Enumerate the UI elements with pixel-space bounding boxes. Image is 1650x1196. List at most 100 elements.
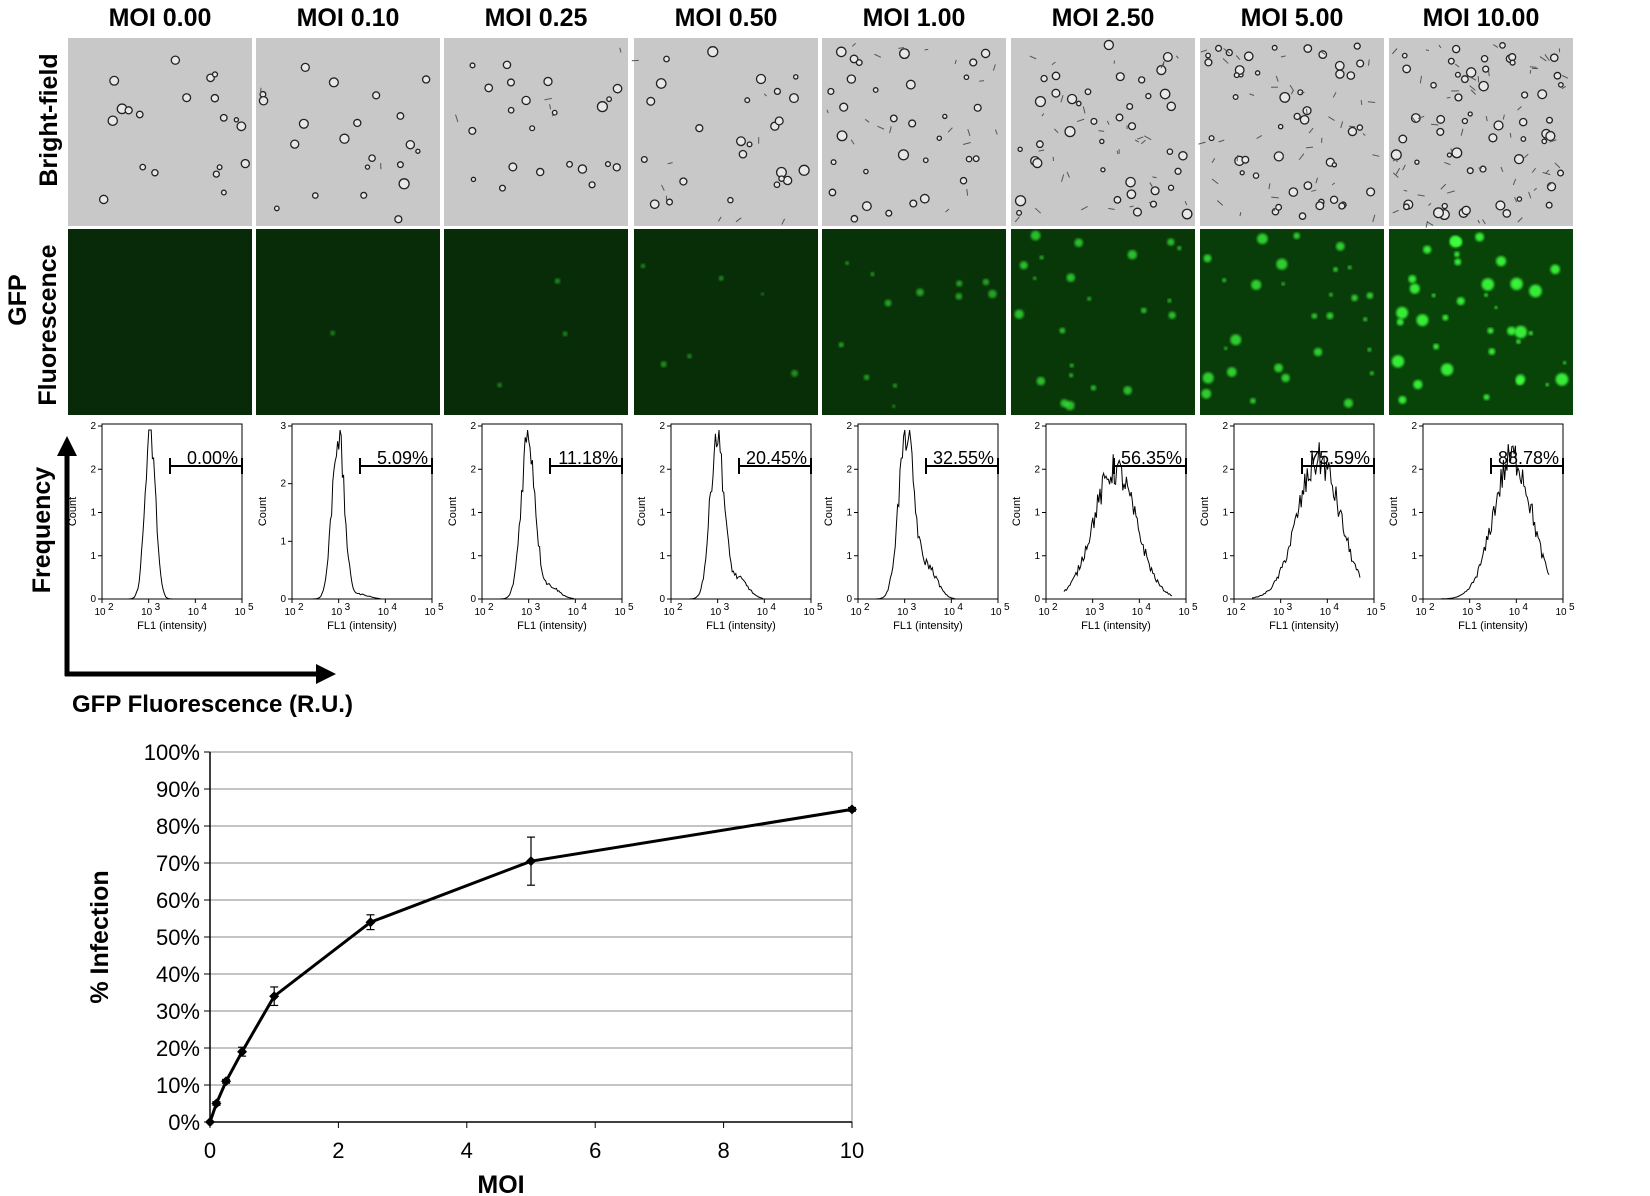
- debris-mark: [1438, 44, 1442, 49]
- debris-mark: [1469, 85, 1476, 91]
- chart-ytick-label: 10%: [156, 1073, 200, 1098]
- gfp-background: [68, 229, 252, 415]
- histogram-ytick-label: 2: [1034, 464, 1040, 475]
- cell-mark: [535, 167, 545, 177]
- cell-mark: [1356, 59, 1365, 68]
- gate-percentage: 88.78%: [1498, 448, 1559, 468]
- gfp-spot: [1250, 398, 1256, 404]
- histogram-xtick-exponent: 5: [817, 602, 823, 613]
- debris-mark: [1311, 189, 1317, 192]
- gfp-background: [634, 229, 818, 415]
- gfp-spot: [1367, 347, 1372, 352]
- gfp-spot: [1555, 373, 1569, 386]
- cell-mark: [1137, 76, 1146, 84]
- chart-y-axis-title: % Infection: [86, 870, 114, 1003]
- cell-mark: [151, 168, 159, 177]
- cell-mark: [507, 106, 515, 114]
- cell-mark: [233, 117, 240, 123]
- histogram-frame: [1233, 423, 1375, 600]
- histogram-xtick-exponent: 2: [488, 602, 494, 613]
- histogram-ylabel: Count: [636, 497, 648, 526]
- cell-mark: [1546, 182, 1557, 192]
- data-point: [205, 1117, 215, 1127]
- cell-mark: [773, 181, 781, 189]
- histogram-curve: [310, 429, 418, 600]
- cell-mark: [1347, 126, 1358, 137]
- gfp-spot: [687, 353, 692, 359]
- histogram-xtick-label: 10: [188, 607, 200, 618]
- cell-mark: [774, 116, 784, 126]
- gfp-spot: [1562, 361, 1567, 365]
- cell-mark: [835, 46, 847, 58]
- gfp-spot: [1066, 273, 1076, 282]
- brightfield-panel: [444, 38, 628, 226]
- gfp-spot: [1059, 327, 1066, 334]
- cell-mark: [468, 126, 477, 135]
- debris-mark: [1444, 161, 1451, 166]
- brightfield-panel: [631, 38, 818, 226]
- cell-mark: [1066, 93, 1078, 105]
- cell-mark: [695, 124, 704, 133]
- histogram-xtick-exponent: 3: [155, 602, 161, 613]
- data-point: [365, 917, 376, 928]
- debris-mark: [1029, 55, 1037, 60]
- debris-mark: [1440, 183, 1447, 190]
- gfp-spot: [1442, 314, 1449, 321]
- gfp-spot: [660, 361, 667, 368]
- cell-mark: [612, 163, 621, 172]
- debris-mark: [1460, 128, 1464, 136]
- brightfield-background: [68, 38, 252, 226]
- gfp-spot: [1413, 379, 1423, 390]
- debris-mark: [962, 142, 971, 146]
- gfp-spot: [982, 278, 990, 286]
- histogram-ytick-label: 1: [659, 508, 665, 519]
- debris-mark: [1502, 114, 1505, 120]
- gfp-spot: [1550, 264, 1560, 275]
- histogram-ytick-label: 0: [1034, 594, 1040, 605]
- debris-mark: [1222, 58, 1229, 64]
- cell-mark: [1126, 102, 1134, 111]
- debris-mark: [994, 129, 998, 135]
- cell-mark: [899, 48, 910, 60]
- gfp-spot: [1140, 307, 1147, 314]
- debris-mark: [1485, 116, 1488, 122]
- gate-percentage: 75.59%: [1309, 448, 1370, 468]
- gfp-spot: [988, 289, 997, 299]
- gfp-spot: [838, 342, 844, 348]
- cell-mark: [135, 110, 144, 119]
- cell-mark: [1516, 196, 1523, 202]
- histogram-xtick-label: 10: [757, 607, 769, 618]
- cell-mark: [1303, 44, 1313, 53]
- debris-mark: [864, 118, 870, 123]
- debris-mark: [1426, 221, 1434, 226]
- debris-mark: [1268, 183, 1271, 190]
- cell-mark: [612, 83, 623, 94]
- gfp-spot: [845, 261, 849, 266]
- cell-mark: [663, 55, 670, 63]
- cell-mark: [744, 97, 751, 104]
- cell-mark: [107, 115, 119, 127]
- histogram-ytick-label: 2: [1034, 421, 1040, 432]
- histogram-xtick-exponent: 2: [1052, 602, 1058, 613]
- gfp-spot: [870, 272, 875, 277]
- cell-mark: [1466, 167, 1474, 175]
- cell-mark: [1298, 212, 1307, 220]
- histogram-xtick-exponent: 2: [298, 602, 304, 613]
- cell-mark: [936, 135, 943, 141]
- debris-mark: [898, 47, 905, 49]
- cell-mark: [502, 60, 512, 70]
- cell-mark: [1478, 80, 1489, 92]
- gfp-spot: [1257, 233, 1268, 245]
- cell-mark: [273, 205, 280, 212]
- debris-mark: [1300, 91, 1305, 94]
- gfp-spot: [892, 404, 896, 408]
- debris-mark: [1149, 182, 1153, 187]
- histogram-xtick-label: 10: [944, 607, 956, 618]
- histogram-xtick-exponent: 3: [911, 602, 917, 613]
- cell-mark: [1166, 148, 1174, 155]
- cell-mark: [182, 93, 192, 103]
- debris-mark: [455, 114, 459, 123]
- cell-mark: [98, 194, 109, 205]
- gfp-spot: [1475, 232, 1485, 242]
